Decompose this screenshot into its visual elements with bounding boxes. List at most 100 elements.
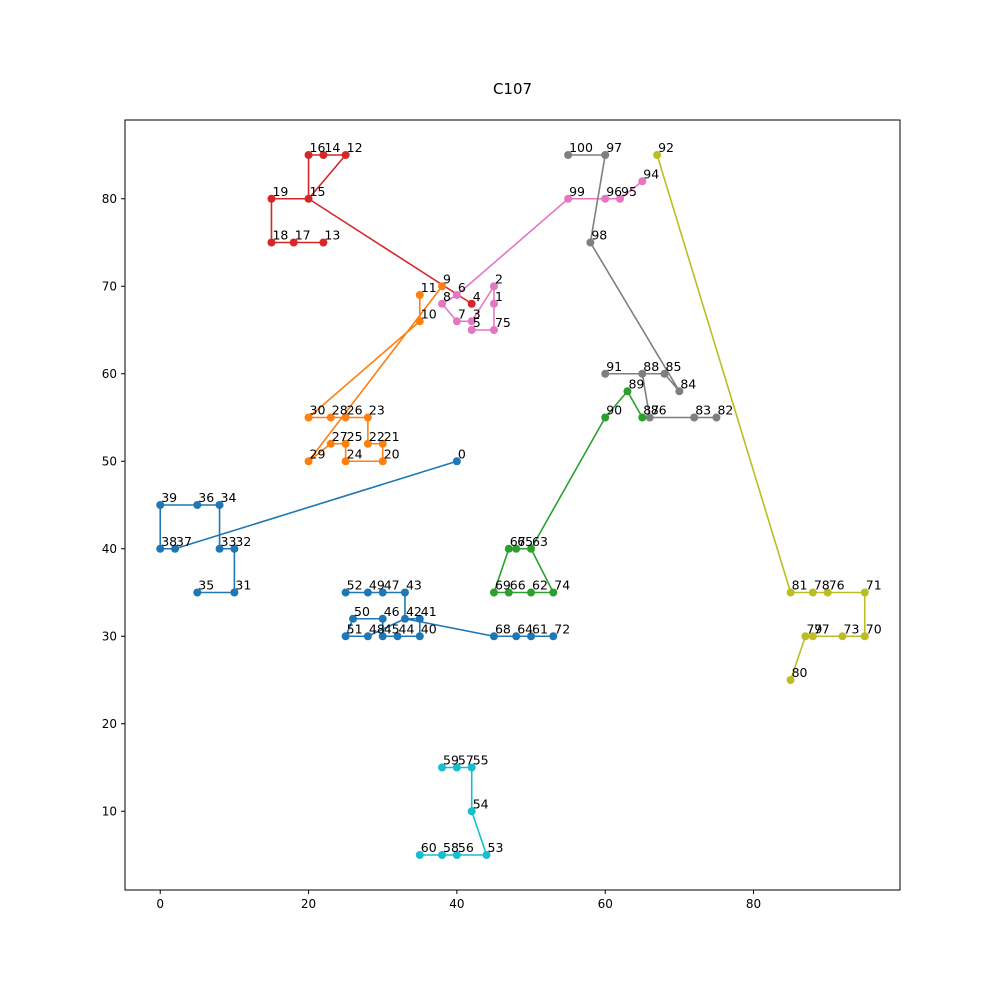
point-label: 14: [324, 140, 340, 155]
route-point: [304, 151, 313, 159]
route-point: [601, 151, 610, 159]
route-point: [786, 676, 795, 684]
point-label: 75: [495, 315, 511, 330]
route-point: [378, 457, 387, 466]
route-point: [823, 588, 832, 597]
point-label: 90: [606, 403, 622, 418]
route-point: [616, 194, 625, 203]
point-label: 1: [495, 289, 503, 304]
route-point: [712, 413, 721, 422]
route-point: [341, 151, 350, 159]
point-label: 96: [606, 184, 622, 199]
point-label: 97: [606, 140, 622, 155]
route-point: [653, 151, 662, 159]
route-point: [564, 151, 573, 159]
route-point: [638, 177, 647, 186]
point-label: 100: [569, 140, 593, 155]
route-point: [304, 457, 313, 466]
route-points: [156, 151, 869, 859]
route-point: [363, 632, 372, 641]
point-label: 29: [310, 446, 326, 461]
route-point: [341, 632, 350, 641]
point-label: 22: [369, 429, 385, 444]
point-label: 2: [495, 271, 503, 286]
y-tick-label: 20: [102, 717, 117, 731]
point-label: 9: [443, 271, 451, 286]
point-label: 71: [866, 578, 882, 593]
route-point: [808, 588, 817, 597]
point-label: 94: [643, 166, 659, 181]
route-point: [512, 632, 521, 641]
route-point: [838, 632, 847, 641]
point-label: 30: [310, 403, 326, 418]
point-label: 87: [643, 403, 659, 418]
route-point: [467, 763, 476, 772]
route-point: [527, 588, 536, 597]
x-tick-label: 40: [449, 897, 464, 911]
point-label: 21: [384, 429, 400, 444]
point-label: 33: [221, 534, 237, 549]
route-point: [512, 544, 521, 553]
route-point: [438, 763, 447, 772]
y-tick-label: 40: [102, 542, 117, 556]
point-label: 56: [458, 840, 474, 855]
point-label: 85: [666, 359, 682, 374]
route-point: [504, 544, 513, 553]
point-label: 32: [235, 534, 251, 549]
point-label: 54: [473, 796, 489, 811]
route-point: [415, 291, 424, 299]
y-tick-label: 70: [102, 279, 117, 293]
route-point: [341, 439, 350, 448]
point-label: 41: [421, 604, 437, 619]
point-label: 89: [628, 376, 644, 391]
route-point: [378, 614, 387, 623]
route-point: [489, 282, 498, 291]
route-point: [230, 588, 239, 597]
point-label: 77: [814, 621, 830, 636]
point-label: 57: [458, 753, 474, 768]
route-point: [601, 413, 610, 422]
route-point: [638, 369, 647, 378]
route-point: [267, 194, 276, 203]
route-point: [267, 238, 276, 247]
route-point: [304, 413, 313, 422]
point-label: 65: [517, 534, 533, 549]
point-label: 55: [473, 753, 489, 768]
route-point: [438, 851, 447, 859]
point-label: 76: [829, 578, 845, 593]
route-point: [400, 614, 409, 623]
point-label: 46: [384, 604, 400, 619]
point-label: 99: [569, 184, 585, 199]
route-point: [452, 317, 461, 326]
route-point: [193, 501, 202, 509]
point-label: 49: [369, 578, 385, 593]
point-label: 88: [643, 359, 659, 374]
point-label: 11: [421, 280, 437, 295]
plot-frame: [124, 119, 901, 891]
point-label: 83: [695, 403, 711, 418]
point-label: 27: [332, 429, 348, 444]
point-label: 91: [606, 359, 622, 374]
route-point: [527, 544, 536, 553]
point-label: 3: [473, 306, 481, 321]
route-point: [378, 588, 387, 597]
point-label: 50: [354, 604, 370, 619]
route-point: [452, 763, 461, 772]
point-label: 7: [458, 306, 466, 321]
route-point: [378, 632, 387, 641]
route-point: [400, 588, 409, 597]
point-label: 39: [161, 490, 177, 505]
route-point: [289, 238, 298, 247]
y-tick-label: 30: [102, 629, 117, 643]
point-label: 95: [621, 184, 637, 199]
point-label: 81: [792, 578, 808, 593]
point-label: 86: [651, 403, 667, 418]
point-label: 51: [347, 621, 363, 636]
route-point: [690, 413, 699, 422]
point-label: 59: [443, 753, 459, 768]
point-label: 82: [717, 403, 733, 418]
route-point: [638, 413, 647, 422]
point-label: 45: [384, 621, 400, 636]
point-label: 4: [473, 289, 481, 304]
